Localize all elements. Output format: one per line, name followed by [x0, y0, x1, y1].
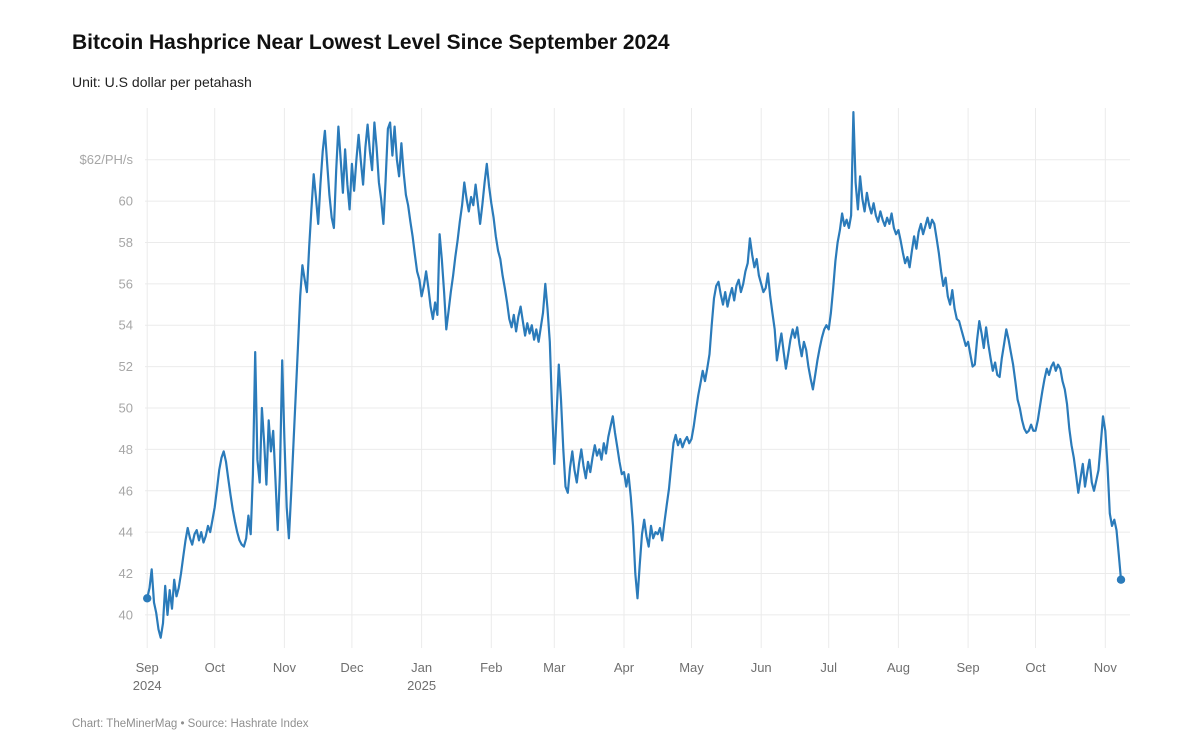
chart-source-credit: Chart: TheMinerMag • Source: Hashrate In… — [72, 718, 309, 730]
y-axis-labels: $62/PH/s 60 58 56 54 52 50 48 46 44 42 40 — [80, 152, 134, 622]
hashprice-series-line — [146, 111, 1123, 639]
y-axis-tick-label: 40 — [119, 607, 133, 622]
hashprice-line-chart: $62/PH/s 60 58 56 54 52 50 48 46 44 42 40 Sep 2024 Oct… — [80, 108, 1130, 693]
x-axis-tick-label: Sep — [957, 660, 980, 675]
x-axis-tick-label: Oct — [1025, 660, 1046, 675]
x-axis-tick-label: Dec — [340, 660, 364, 675]
x-axis-labels: Sep 2024 Oct Nov Dec Jan 2025 Feb Mar Apr May Jun Ju… — [133, 660, 1118, 693]
x-axis-tick-label: Sep — [136, 660, 159, 675]
x-axis-tick-label: Nov — [1094, 660, 1118, 675]
x-axis-year-label: 2025 — [407, 678, 436, 693]
endpoint-dot — [143, 594, 152, 603]
x-axis-tick-label: Jun — [751, 660, 772, 675]
x-axis-tick-label: Jul — [820, 660, 837, 675]
x-axis-tick-label: Nov — [273, 660, 297, 675]
y-axis-tick-label: 56 — [119, 276, 133, 291]
y-axis-tick-label: 48 — [119, 442, 133, 457]
y-axis-tick-label: 42 — [119, 566, 133, 581]
chart-unit-subtitle: Unit: U.S dollar per petahash — [72, 74, 252, 90]
x-axis-tick-label: Feb — [480, 660, 502, 675]
x-axis-year-label: 2024 — [133, 678, 162, 693]
y-axis-tick-label: 50 — [119, 401, 133, 416]
chart-gridlines — [145, 108, 1130, 648]
endpoint-dot — [1116, 575, 1126, 584]
y-axis-tick-label: 58 — [119, 235, 133, 250]
x-axis-tick-label: May — [679, 660, 704, 675]
y-axis-tick-label: 46 — [119, 483, 133, 498]
page-title: Bitcoin Hashprice Near Lowest Level Sinc… — [72, 31, 670, 54]
x-axis-tick-label: Apr — [614, 660, 635, 675]
x-axis-tick-label: Mar — [543, 660, 566, 675]
x-axis-tick-label: Aug — [887, 660, 910, 675]
y-axis-tick-label: 54 — [119, 318, 133, 333]
y-axis-tick-label: 60 — [119, 194, 133, 209]
y-axis-tick-label: 44 — [119, 525, 133, 540]
x-axis-tick-label: Jan — [411, 660, 432, 675]
y-axis-tick-label: 52 — [119, 359, 133, 374]
x-axis-tick-label: Oct — [205, 660, 226, 675]
y-axis-tick-label: $62/PH/s — [80, 152, 134, 167]
